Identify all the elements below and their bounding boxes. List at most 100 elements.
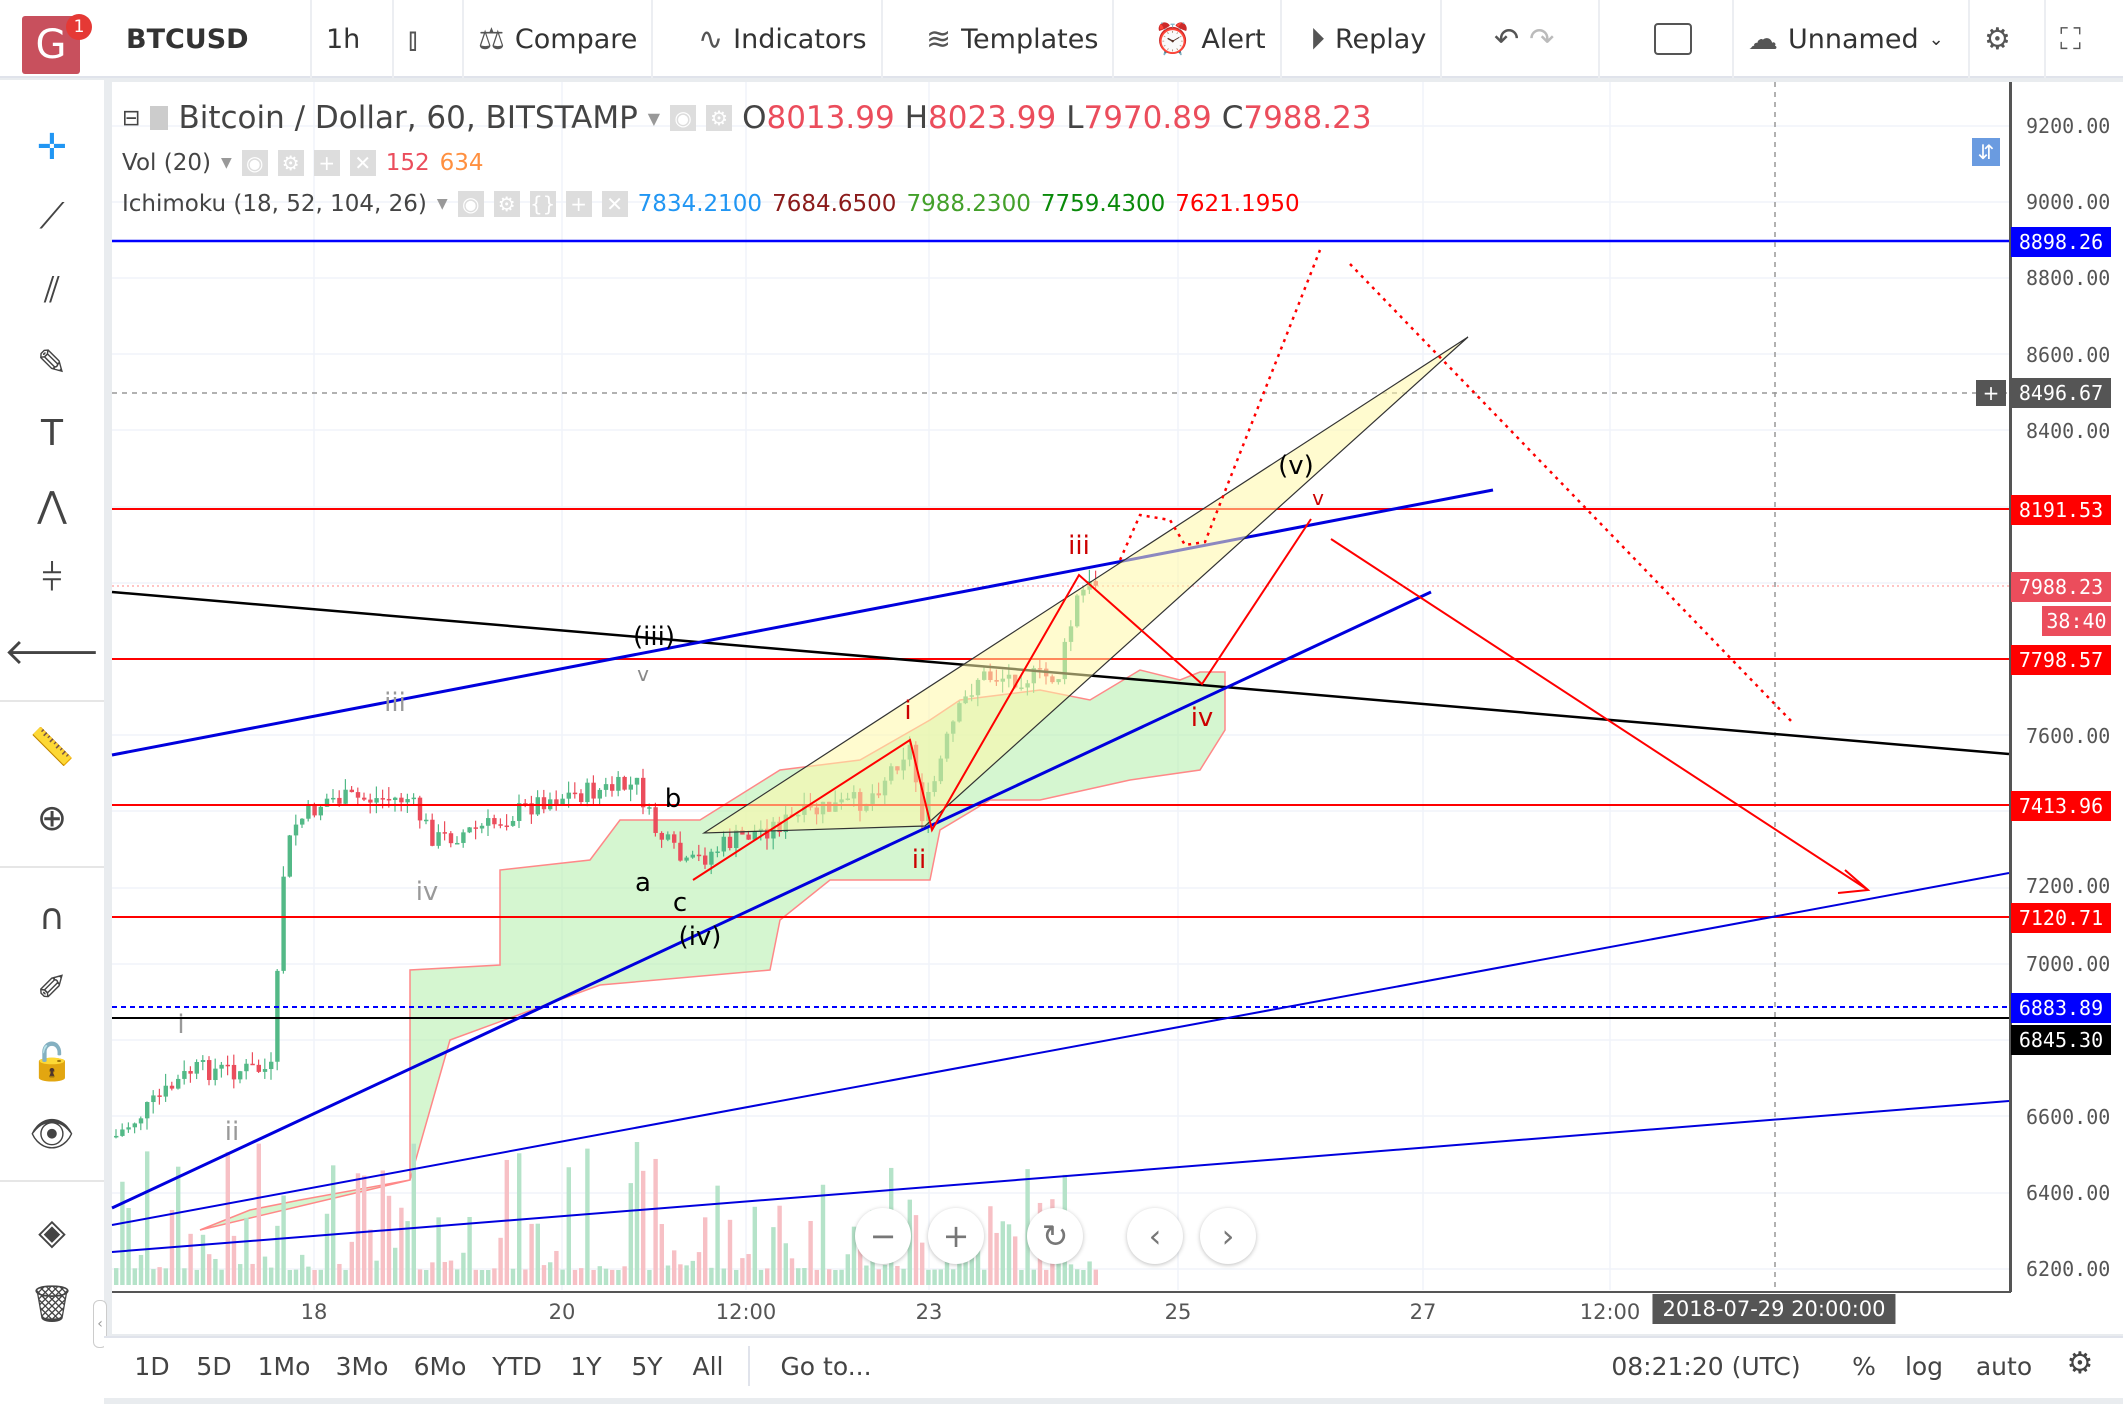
series-title[interactable]: Bitcoin / Dollar, 60, BITSTAMP — [178, 100, 638, 136]
fullscreen-icon: ⛶ — [2060, 21, 2081, 57]
templates-button[interactable]: ≋ Templates — [912, 0, 1115, 78]
go-to-button[interactable]: Go to... — [780, 1352, 872, 1381]
add-icon[interactable]: + — [565, 191, 592, 217]
fullscreen-button[interactable]: ⛶ — [2046, 0, 2123, 78]
compare-button[interactable]: ⚖ Compare — [464, 0, 654, 78]
volume-title[interactable]: Vol (20) — [122, 150, 211, 176]
magnet-icon[interactable]: ∩ — [38, 896, 66, 938]
volume-bar — [740, 1258, 745, 1285]
lock-drawing-icon[interactable]: ✐ — [36, 967, 68, 1009]
auto-toggle[interactable]: auto — [1975, 1352, 2033, 1381]
trash-icon[interactable]: 🗑 — [29, 1284, 75, 1325]
add-alert-plus-icon[interactable]: + — [1976, 380, 2006, 406]
minus-icon: − — [869, 1217, 897, 1255]
notification-badge: 1 — [66, 14, 92, 40]
candle — [231, 1064, 237, 1080]
volume-bar — [969, 1253, 974, 1285]
scroll-right-button[interactable]: › — [1200, 1208, 1256, 1264]
range-3mo[interactable]: 3Mo — [335, 1352, 389, 1381]
volume-bar — [1087, 1261, 1092, 1285]
volume-bar — [1031, 1269, 1036, 1285]
scroll-left-button[interactable]: ‹ — [1127, 1208, 1183, 1264]
layout-button[interactable] — [1640, 0, 1734, 78]
plus-icon: + — [942, 1217, 970, 1255]
wave-label: i — [177, 1010, 185, 1040]
ichimoku-title[interactable]: Ichimoku (18, 52, 104, 26) — [122, 191, 427, 217]
indicators-button[interactable]: ∿ Indicators — [684, 0, 883, 78]
volume-bar — [876, 1269, 881, 1285]
candle — [343, 789, 348, 804]
range-all[interactable]: All — [692, 1352, 724, 1381]
settings-icon[interactable]: ⚙ — [493, 191, 520, 217]
interval-button[interactable]: 1h — [312, 0, 394, 78]
replay-button[interactable]: ⏵ Replay — [1296, 0, 1443, 78]
gear-icon: ⚙ — [1984, 21, 2011, 57]
zoom-in-icon[interactable]: ⊕ — [36, 797, 68, 839]
collapse-toolbar-handle[interactable]: ‹ — [93, 1300, 107, 1348]
reset-chart-button[interactable]: ↻ — [1027, 1208, 1083, 1264]
candle — [492, 818, 497, 825]
trend-line-icon[interactable]: ⟋ — [39, 196, 65, 237]
alert-button[interactable]: ⏰ Alert — [1140, 0, 1282, 78]
reset-icon: ↻ — [1041, 1217, 1069, 1255]
last-price-label: 7988.23 — [2011, 572, 2111, 602]
divider — [748, 1346, 750, 1386]
chevron-down-icon[interactable]: ▼ — [436, 196, 448, 212]
redo-icon[interactable]: ↷ — [1529, 21, 1555, 57]
volume-bar — [1000, 1221, 1005, 1285]
undo-icon[interactable]: ↶ — [1494, 21, 1520, 57]
crosshair-icon[interactable]: ✛ — [36, 126, 68, 168]
source-code-icon[interactable]: {} — [529, 191, 556, 217]
candle — [281, 876, 286, 971]
visibility-icon[interactable]: ◉ — [670, 105, 697, 131]
clock-timezone[interactable]: 08:21:20 (UTC) — [1611, 1352, 1801, 1381]
projection-arrow — [1330, 538, 1869, 891]
fib-tool-icon[interactable]: ⫽ — [43, 270, 61, 311]
dotted-projection-down — [1349, 263, 1795, 725]
data-window-icon[interactable]: ⇵ — [1972, 138, 2000, 166]
percent-toggle[interactable]: % — [1852, 1352, 1876, 1381]
prediction-icon[interactable]: ⫩ — [41, 558, 63, 599]
volume-bar — [727, 1219, 733, 1285]
symbol-search[interactable]: BTCUSD — [112, 0, 312, 78]
candle — [436, 832, 441, 846]
volume-bar — [690, 1260, 695, 1285]
zoom-in-button[interactable]: + — [928, 1208, 984, 1264]
close-icon[interactable]: ✕ — [349, 150, 376, 176]
chevron-down-icon[interactable]: ▼ — [220, 155, 232, 171]
log-toggle[interactable]: log — [1904, 1352, 1944, 1381]
ruler-icon[interactable]: 📏 — [29, 727, 75, 768]
range-1y[interactable]: 1Y — [570, 1352, 602, 1381]
chevron-down-icon[interactable]: ▼ — [647, 108, 661, 128]
gear-icon[interactable]: ⚙ — [2066, 1346, 2094, 1381]
volume-bar — [151, 1269, 156, 1285]
chart-type-button[interactable]: ⫾ — [394, 0, 464, 78]
high-value: 8023.99 — [928, 100, 1057, 136]
range-1d[interactable]: 1D — [134, 1352, 170, 1381]
text-icon[interactable]: T — [41, 412, 63, 454]
volume-bar — [238, 1264, 243, 1285]
add-icon[interactable]: + — [313, 150, 340, 176]
visibility-icon[interactable]: ◉ — [241, 150, 268, 176]
zoom-out-button[interactable]: − — [855, 1208, 911, 1264]
close-icon[interactable]: ✕ — [601, 191, 628, 217]
range-ytd[interactable]: YTD — [492, 1352, 542, 1381]
wave-label: iii — [384, 688, 406, 718]
range-6mo[interactable]: 6Mo — [413, 1352, 467, 1381]
range-1mo[interactable]: 1Mo — [257, 1352, 311, 1381]
layers-icon[interactable]: ◈ — [38, 1211, 66, 1253]
eye-icon[interactable]: 👁 — [29, 1114, 75, 1155]
visibility-icon[interactable]: ◉ — [457, 191, 484, 217]
brush-icon[interactable]: ✎ — [36, 342, 68, 384]
settings-icon[interactable]: ⚙ — [706, 105, 733, 131]
settings-icon[interactable]: ⚙ — [277, 150, 304, 176]
save-layout-button[interactable]: ☁ Unnamed ⌄ — [1734, 0, 1970, 78]
settings-button[interactable]: ⚙ — [1970, 0, 2046, 78]
collapse-icon[interactable]: ⊟ — [122, 105, 141, 131]
range-5d[interactable]: 5D — [196, 1352, 232, 1381]
lock-icon[interactable]: 🔓 — [29, 1042, 75, 1083]
pattern-icon[interactable]: ⋀ — [37, 484, 67, 526]
volume-bar — [510, 1268, 516, 1285]
range-5y[interactable]: 5Y — [631, 1352, 663, 1381]
